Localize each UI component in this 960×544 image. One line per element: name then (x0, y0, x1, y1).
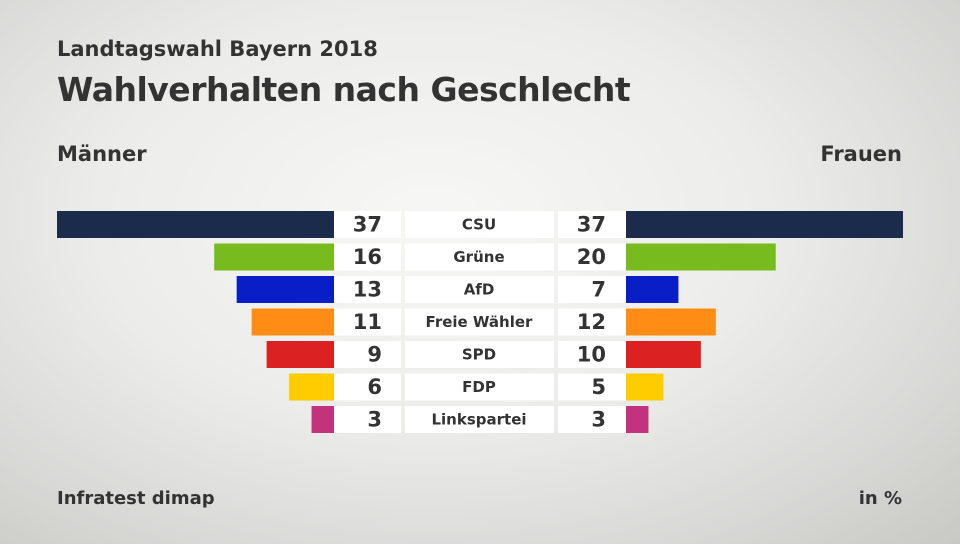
bar-frauen-spd (626, 341, 701, 368)
value-box-frauen-spd (558, 341, 626, 368)
source-label: Infratest dimap (57, 488, 215, 509)
bar-maenner-afd (236, 276, 334, 303)
chart-supertitle: Landtagswahl Bayern 2018 (57, 37, 378, 61)
value-box-maenner-freie-waehler (334, 308, 401, 336)
value-label-frauen-freie-waehler: 12 (577, 310, 606, 334)
category-box-gruene (405, 243, 554, 271)
category-label-csu: CSU (462, 216, 496, 234)
unit-label: in % (858, 488, 902, 509)
category-box-freie-waehler (405, 308, 554, 336)
category-box-linkspartei (405, 406, 554, 433)
category-box-fdp (405, 373, 554, 401)
value-box-frauen-freie-waehler (558, 308, 626, 336)
bar-maenner-linkspartei (311, 406, 334, 433)
value-label-maenner-freie-waehler: 11 (353, 310, 382, 334)
value-box-frauen-csu (558, 211, 626, 238)
value-label-maenner-afd: 13 (353, 278, 382, 302)
value-box-frauen-linkspartei (558, 406, 626, 433)
category-label-afd: AfD (464, 281, 495, 299)
bar-frauen-afd (626, 276, 679, 303)
value-label-maenner-fdp: 6 (367, 375, 382, 399)
bar-frauen-csu (626, 211, 903, 238)
category-label-spd: SPD (462, 346, 496, 364)
value-box-frauen-afd (558, 276, 626, 303)
category-box-afd (405, 276, 554, 303)
value-box-maenner-spd (334, 341, 401, 368)
bar-frauen-fdp (626, 373, 664, 401)
chart-title: Wahlverhalten nach Geschlecht (57, 70, 631, 109)
value-box-frauen-gruene (558, 243, 626, 271)
value-label-frauen-afd: 7 (591, 278, 606, 302)
value-label-maenner-spd: 9 (367, 343, 382, 367)
value-box-frauen-fdp (558, 373, 626, 401)
bar-maenner-spd (266, 341, 334, 368)
bar-maenner-csu (57, 211, 334, 238)
bar-frauen-gruene (626, 243, 776, 271)
bar-frauen-freie-waehler (626, 308, 716, 336)
value-label-maenner-gruene: 16 (353, 245, 382, 269)
value-label-maenner-csu: 37 (353, 213, 382, 237)
value-box-maenner-gruene (334, 243, 401, 271)
category-label-freie-waehler: Freie Wähler (426, 313, 534, 331)
value-box-maenner-afd (334, 276, 401, 303)
value-label-frauen-gruene: 20 (577, 245, 606, 269)
value-label-frauen-linkspartei: 3 (591, 408, 606, 432)
category-box-csu (405, 211, 554, 238)
value-label-frauen-fdp: 5 (591, 375, 606, 399)
value-box-maenner-fdp (334, 373, 401, 401)
bar-frauen-linkspartei (626, 406, 649, 433)
value-label-frauen-csu: 37 (577, 213, 606, 237)
value-box-maenner-csu (334, 211, 401, 238)
category-label-linkspartei: Linkspartei (431, 411, 526, 429)
value-label-maenner-linkspartei: 3 (367, 408, 382, 432)
bar-maenner-fdp (289, 373, 334, 401)
category-label-fdp: FDP (462, 378, 496, 396)
category-box-spd (405, 341, 554, 368)
left-side-label: Männer (57, 142, 147, 166)
category-label-gruene: Grüne (453, 248, 504, 266)
value-box-maenner-linkspartei (334, 406, 401, 433)
value-label-frauen-spd: 10 (577, 343, 606, 367)
bar-maenner-gruene (214, 243, 334, 271)
right-side-label: Frauen (820, 142, 902, 166)
bar-maenner-freie-waehler (251, 308, 334, 336)
